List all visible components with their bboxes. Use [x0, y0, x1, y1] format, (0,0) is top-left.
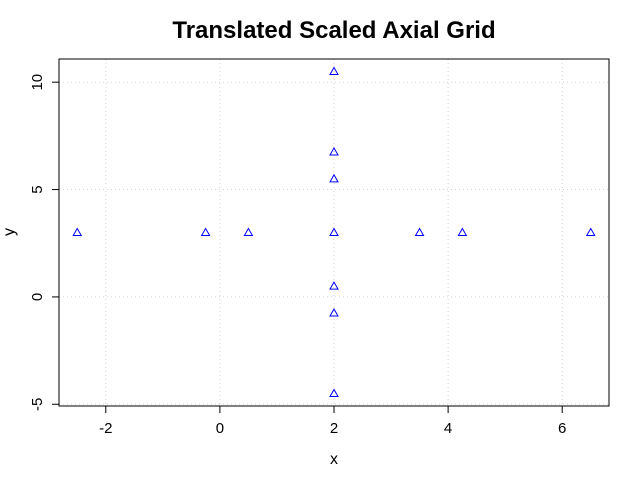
data-points	[72, 66, 596, 398]
data-point	[329, 227, 339, 236]
data-point	[329, 66, 339, 75]
data-point	[457, 227, 468, 236]
y-tick-label: 10	[29, 74, 46, 91]
grid-lines	[59, 59, 609, 406]
x-tick-label: 2	[330, 420, 338, 437]
data-point	[329, 281, 339, 290]
y-tick-label: -5	[29, 398, 46, 411]
data-point	[329, 388, 339, 398]
data-point	[200, 227, 211, 236]
y-tick-label: 0	[29, 293, 46, 301]
data-point	[329, 308, 339, 317]
x-tick-label: 4	[444, 420, 452, 437]
data-point	[72, 227, 83, 236]
data-point	[329, 146, 339, 156]
y-axis: -5 0 5 10	[29, 74, 59, 411]
x-axis: -2 0 2 4 6	[99, 406, 566, 437]
x-tick-label: 0	[216, 420, 224, 437]
y-axis-label: y	[1, 228, 18, 236]
y-tick-label: 5	[29, 185, 46, 193]
data-point	[329, 173, 339, 183]
x-tick-label: -2	[99, 420, 112, 437]
data-point	[243, 227, 254, 236]
x-tick-label: 6	[558, 420, 566, 437]
data-point	[585, 227, 596, 236]
data-point	[414, 227, 425, 236]
chart-title: Translated Scaled Axial Grid	[172, 17, 495, 44]
x-axis-label: x	[330, 451, 338, 468]
